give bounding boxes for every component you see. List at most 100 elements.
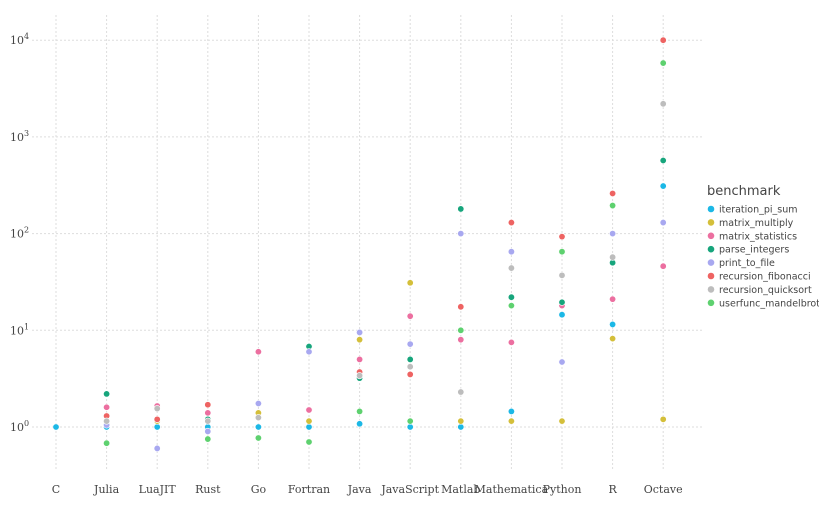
x-tick-label: C <box>52 483 60 496</box>
data-point-parse-integers[interactable] <box>457 205 465 213</box>
data-point-parse-integers[interactable] <box>406 355 414 363</box>
data-point-iteration-pi-sum[interactable] <box>558 311 566 319</box>
data-point-iteration-pi-sum[interactable] <box>609 320 617 328</box>
data-point-recursion-quicksort[interactable] <box>356 372 364 380</box>
data-point-recursion-fibonacci[interactable] <box>609 189 617 197</box>
data-point-print-to-file[interactable] <box>659 219 667 227</box>
data-point-matrix-statistics[interactable] <box>457 336 465 344</box>
x-tick-label: Octave <box>644 483 683 496</box>
data-point-recursion-fibonacci[interactable] <box>204 401 212 409</box>
y-tick-label: 102 <box>10 226 29 241</box>
data-point-matrix-multiply[interactable] <box>659 415 667 423</box>
data-point-recursion-quicksort[interactable] <box>153 405 161 413</box>
data-point-recursion-quicksort[interactable] <box>254 414 262 422</box>
data-point-matrix-statistics[interactable] <box>356 355 364 363</box>
data-point-matrix-statistics[interactable] <box>507 338 515 346</box>
data-point-matrix-multiply[interactable] <box>406 279 414 287</box>
data-point-recursion-fibonacci[interactable] <box>558 233 566 241</box>
data-point-print-to-file[interactable] <box>406 340 414 348</box>
data-point-parse-integers[interactable] <box>558 298 566 306</box>
data-point-matrix-multiply[interactable] <box>356 336 364 344</box>
data-point-matrix-statistics[interactable] <box>609 295 617 303</box>
data-point-recursion-quicksort[interactable] <box>103 417 111 425</box>
data-point-recursion-quicksort[interactable] <box>457 388 465 396</box>
data-point-iteration-pi-sum[interactable] <box>254 423 262 431</box>
data-point-recursion-quicksort[interactable] <box>659 100 667 108</box>
data-point-matrix-multiply[interactable] <box>558 417 566 425</box>
data-point-print-to-file[interactable] <box>305 348 313 356</box>
data-point-userfunc-mandelbrot[interactable] <box>356 407 364 415</box>
data-point-userfunc-mandelbrot[interactable] <box>204 435 212 443</box>
data-point-iteration-pi-sum[interactable] <box>457 423 465 431</box>
x-tick-label: Rust <box>195 483 221 496</box>
legend-marker <box>707 245 715 253</box>
data-point-recursion-fibonacci[interactable] <box>406 370 414 378</box>
y-tick-label: 100 <box>10 419 29 434</box>
data-point-matrix-statistics[interactable] <box>659 262 667 270</box>
data-point-print-to-file[interactable] <box>356 328 364 336</box>
data-point-print-to-file[interactable] <box>507 248 515 256</box>
data-point-matrix-statistics[interactable] <box>406 312 414 320</box>
legend-marker <box>707 299 715 307</box>
data-point-iteration-pi-sum[interactable] <box>52 423 60 431</box>
data-point-print-to-file[interactable] <box>609 230 617 238</box>
data-point-iteration-pi-sum[interactable] <box>406 423 414 431</box>
data-point-userfunc-mandelbrot[interactable] <box>406 417 414 425</box>
x-tick-label: Mathematica <box>475 483 549 496</box>
data-point-iteration-pi-sum[interactable] <box>659 182 667 190</box>
data-point-userfunc-mandelbrot[interactable] <box>558 248 566 256</box>
legend-label[interactable]: matrix_statistics <box>719 231 797 242</box>
x-tick-label: Fortran <box>288 483 330 496</box>
data-point-recursion-quicksort[interactable] <box>558 271 566 279</box>
data-point-parse-integers[interactable] <box>659 157 667 165</box>
data-point-recursion-quicksort[interactable] <box>406 363 414 371</box>
data-point-print-to-file[interactable] <box>558 358 566 366</box>
x-tick-label: JavaScript <box>380 483 439 496</box>
data-point-parse-integers[interactable] <box>507 293 515 301</box>
data-point-userfunc-mandelbrot[interactable] <box>103 439 111 447</box>
data-point-matrix-multiply[interactable] <box>609 335 617 343</box>
legend-label[interactable]: print_to_file <box>719 258 775 269</box>
data-point-matrix-statistics[interactable] <box>305 406 313 414</box>
legend-label[interactable]: parse_integers <box>719 245 789 256</box>
data-point-matrix-multiply[interactable] <box>507 417 515 425</box>
legend-label[interactable]: userfunc_mandelbrot <box>719 298 819 309</box>
data-point-iteration-pi-sum[interactable] <box>507 407 515 415</box>
data-point-userfunc-mandelbrot[interactable] <box>457 326 465 334</box>
data-point-userfunc-mandelbrot[interactable] <box>507 302 515 310</box>
data-point-recursion-fibonacci[interactable] <box>659 36 667 44</box>
legend-label[interactable]: matrix_multiply <box>719 218 794 229</box>
x-tick-label: R <box>608 483 617 496</box>
data-point-matrix-multiply[interactable] <box>457 417 465 425</box>
data-point-matrix-statistics[interactable] <box>204 409 212 417</box>
data-point-iteration-pi-sum[interactable] <box>305 423 313 431</box>
data-point-recursion-fibonacci[interactable] <box>457 303 465 311</box>
data-point-recursion-quicksort[interactable] <box>507 264 515 272</box>
data-point-matrix-multiply[interactable] <box>305 417 313 425</box>
data-point-recursion-quicksort[interactable] <box>204 417 212 425</box>
data-point-print-to-file[interactable] <box>254 399 262 407</box>
data-point-recursion-quicksort[interactable] <box>609 253 617 261</box>
data-point-userfunc-mandelbrot[interactable] <box>254 434 262 442</box>
legend-label[interactable]: iteration_pi_sum <box>719 205 798 216</box>
data-point-matrix-statistics[interactable] <box>254 348 262 356</box>
x-tick-label: Julia <box>93 483 120 496</box>
legend-marker <box>707 205 715 213</box>
data-point-recursion-fibonacci[interactable] <box>153 415 161 423</box>
data-point-print-to-file[interactable] <box>153 444 161 452</box>
data-point-recursion-fibonacci[interactable] <box>507 219 515 227</box>
data-point-iteration-pi-sum[interactable] <box>153 423 161 431</box>
legend-marker <box>707 232 715 240</box>
data-point-iteration-pi-sum[interactable] <box>356 420 364 428</box>
data-point-print-to-file[interactable] <box>204 427 212 435</box>
legend-label[interactable]: recursion_fibonacci <box>719 272 811 283</box>
legend-label[interactable]: recursion_quicksort <box>719 285 812 296</box>
data-point-print-to-file[interactable] <box>457 230 465 238</box>
data-point-matrix-statistics[interactable] <box>103 403 111 411</box>
data-point-userfunc-mandelbrot[interactable] <box>305 438 313 446</box>
data-point-userfunc-mandelbrot[interactable] <box>659 59 667 67</box>
data-point-parse-integers[interactable] <box>103 390 111 398</box>
data-point-userfunc-mandelbrot[interactable] <box>609 202 617 210</box>
grid-layer <box>32 15 703 470</box>
